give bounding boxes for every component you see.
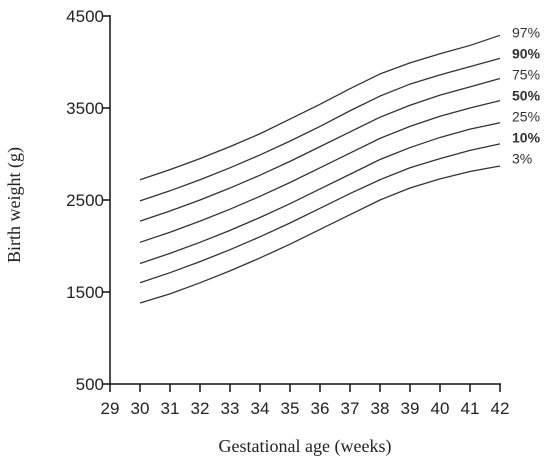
y-axis-title: Birth weight (g): [4, 147, 25, 263]
x-tick-label: 40: [431, 399, 450, 418]
series-label: 50%: [512, 87, 541, 103]
x-tick-label: 31: [161, 399, 180, 418]
series-label: 97%: [512, 24, 540, 40]
x-axis-title: Gestational age (weeks): [219, 436, 392, 457]
x-tick-label: 30: [131, 399, 150, 418]
x-tick-label: 29: [101, 399, 120, 418]
series-label: 25%: [512, 108, 540, 124]
percentile-line: [139, 165, 501, 304]
series-label: 3%: [512, 150, 532, 166]
y-tick-label: 2500: [66, 191, 104, 210]
x-tick-label: 32: [191, 399, 210, 418]
series-label: 10%: [512, 129, 541, 145]
x-tick-label: 35: [281, 399, 300, 418]
x-tick-label: 42: [491, 399, 510, 418]
y-tick-label: 1500: [66, 283, 104, 302]
x-tick-label: 34: [251, 399, 270, 418]
percentile-line: [139, 143, 501, 284]
series-label: 90%: [512, 45, 541, 61]
y-tick-label: 3500: [66, 99, 104, 118]
percentile-line: [139, 34, 501, 181]
y-tick-label: 4500: [66, 7, 104, 26]
x-tick-label: 38: [371, 399, 390, 418]
x-tick-label: 33: [221, 399, 240, 418]
series-label: 75%: [512, 66, 540, 82]
x-tick-label: 37: [341, 399, 360, 418]
percentile-line: [139, 77, 501, 222]
x-tick-label: 41: [461, 399, 480, 418]
percentile-line: [139, 57, 501, 202]
percentile-line: [139, 100, 501, 243]
x-tick-label: 36: [311, 399, 330, 418]
percentile-line: [139, 122, 501, 265]
y-tick-label: 500: [76, 375, 104, 394]
x-tick-label: 39: [401, 399, 420, 418]
